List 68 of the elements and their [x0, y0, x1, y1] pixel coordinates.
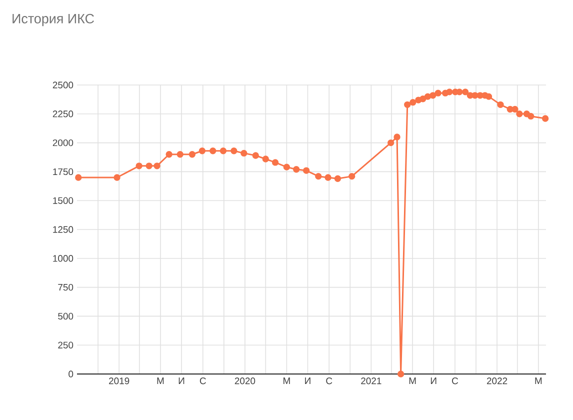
x-tick-label: С [452, 378, 458, 384]
point [542, 115, 549, 122]
point [210, 148, 216, 154]
y-tick-label: 1250 [53, 226, 74, 233]
y-tick-label: 500 [58, 312, 74, 320]
point [75, 174, 82, 181]
y-tick-label: 0 [68, 370, 74, 378]
point [283, 164, 290, 170]
y-tick-label: 1750 [53, 168, 74, 176]
y-tick-label: 2250 [52, 110, 74, 118]
point [410, 99, 416, 106]
point [462, 88, 469, 96]
point [198, 148, 206, 154]
point [146, 162, 152, 170]
point [348, 172, 356, 180]
point [302, 167, 310, 174]
point [527, 112, 534, 120]
point [512, 106, 518, 113]
point [136, 162, 142, 170]
x-tick-label: С [326, 378, 332, 384]
point [420, 96, 426, 102]
point [240, 150, 248, 157]
chart-title: История ИКС [12, 14, 94, 26]
point [497, 101, 504, 108]
x-tick-label: С [200, 378, 206, 384]
x-tick-label: М [157, 378, 164, 384]
point [324, 174, 332, 181]
x-tick-label: М [535, 378, 542, 384]
point [472, 92, 478, 99]
point [176, 151, 184, 158]
point [220, 148, 227, 154]
point [430, 92, 436, 99]
x-tick-label: 2022 [486, 378, 508, 384]
point [292, 166, 300, 173]
point [394, 134, 400, 140]
y-tick-label: 250 [58, 342, 74, 348]
point [404, 101, 411, 108]
x-tick-label: 2020 [234, 378, 256, 384]
point [230, 148, 238, 154]
x-tick-label: И [305, 378, 310, 384]
x-tick-label: М [409, 378, 416, 384]
point [262, 156, 269, 162]
point [154, 162, 160, 170]
y-tick-label: 1500 [53, 197, 74, 204]
point [397, 370, 404, 378]
y-tick-label: 1000 [53, 255, 74, 262]
point [424, 93, 432, 100]
point [387, 139, 394, 146]
point [252, 152, 259, 159]
point [166, 151, 172, 158]
x-tick-label: 2019 [109, 378, 130, 384]
point [272, 159, 279, 166]
y-tick-label: 2500 [52, 82, 74, 88]
point [315, 172, 322, 180]
y-tick-label: 2000 [52, 139, 74, 146]
x-tick-label: 2021 [361, 378, 382, 384]
x-tick-label: М [284, 378, 290, 384]
x-tick-label: И [430, 378, 436, 384]
point [334, 175, 342, 182]
point [114, 174, 120, 181]
point [434, 90, 442, 96]
x-tick-label: И [178, 378, 184, 384]
y-tick-label: 750 [58, 284, 74, 291]
point [188, 151, 196, 158]
point [446, 88, 453, 96]
point [485, 93, 492, 100]
point [516, 110, 523, 118]
point [456, 88, 463, 96]
